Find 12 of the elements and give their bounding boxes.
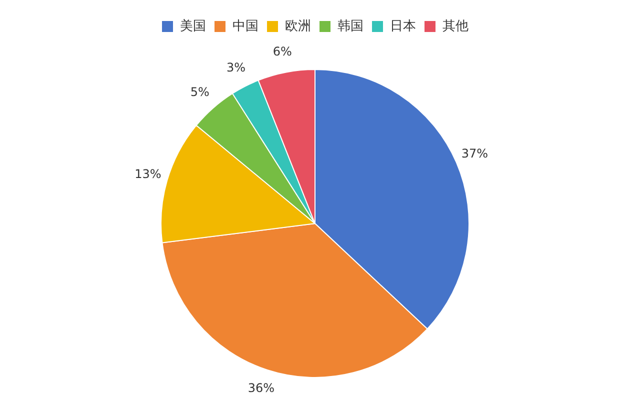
legend-label: 美国 — [180, 18, 206, 34]
data-label: 3% — [226, 60, 246, 75]
data-label: 6% — [272, 44, 292, 59]
legend-label: 欧洲 — [285, 18, 311, 34]
data-label: 36% — [248, 381, 275, 396]
legend-label: 其他 — [442, 18, 468, 34]
data-label: 5% — [190, 85, 210, 100]
legend-label: 韩国 — [338, 18, 364, 34]
data-label: 37% — [461, 146, 488, 161]
legend-label: 中国 — [232, 18, 258, 34]
legend-label: 日本 — [390, 18, 416, 34]
data-label: 13% — [134, 167, 162, 182]
